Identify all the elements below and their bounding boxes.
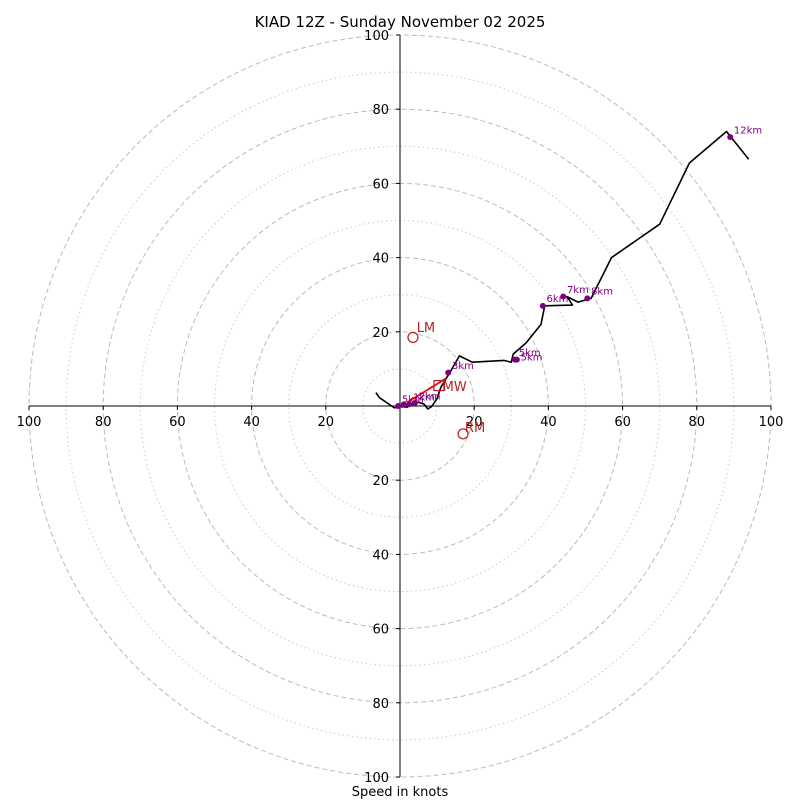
x-axis-label: Speed in knots — [352, 785, 449, 800]
storm-marker-mw — [433, 379, 445, 392]
storm-marker-rm — [457, 428, 469, 440]
tick-label-up: 100 — [364, 29, 389, 44]
storm-motion-markers: LM RM MW — [407, 321, 485, 440]
height-marker-dot — [400, 401, 407, 408]
tick-label-down: 20 — [372, 474, 389, 489]
height-marker-dot — [560, 293, 567, 300]
tick-label-left: 100 — [17, 415, 42, 430]
height-marker-dot — [539, 302, 546, 309]
height-marker-label: 5km — [402, 394, 424, 405]
height-marker-dot — [411, 400, 418, 407]
height-marker-dot — [513, 356, 520, 363]
tick-label-up: 20 — [372, 326, 389, 341]
height-marker-dot — [406, 401, 413, 408]
shear-vector — [406, 377, 447, 404]
tick-label-right: 40 — [540, 415, 557, 430]
chart-title: KIAD 12Z - Sunday November 02 2025 — [255, 13, 546, 31]
storm-label-rm: RM — [465, 421, 485, 436]
tick-label-left: 60 — [169, 415, 186, 430]
tick-label-left: 20 — [318, 415, 335, 430]
storm-label-lm: LM — [417, 321, 435, 336]
tick-labels: 20 40 60 80 100 20 40 60 80 100 20 40 60 80 100 20 40 60 8… — [17, 29, 784, 786]
tick-label-up: 40 — [372, 252, 389, 267]
height-marker-label: 1km — [413, 392, 435, 403]
height-marker-dot — [395, 403, 402, 409]
height-marker-dot — [727, 134, 734, 141]
tick-label-down: 60 — [372, 623, 389, 638]
tick-label-right: 60 — [614, 415, 631, 430]
tick-label-down: 40 — [372, 548, 389, 563]
height-marker-label: 6km — [547, 294, 569, 305]
height-marker-label: 7km — [567, 285, 589, 296]
storm-label-mw: MW — [443, 380, 467, 395]
height-marker-label: 3km — [452, 361, 474, 372]
height-marker-label: 5km — [521, 353, 543, 364]
tick-label-right: 100 — [759, 415, 784, 430]
tick-label-down: 80 — [372, 697, 389, 712]
height-marker-label: 8km — [591, 287, 613, 298]
height-marker-label: 5km — [519, 348, 541, 359]
height-marker-label: 12km — [734, 125, 762, 136]
tick-label-up: 80 — [372, 103, 389, 118]
tick-label-down: 100 — [364, 771, 389, 786]
tick-label-left: 80 — [95, 415, 112, 430]
storm-marker-lm — [407, 331, 419, 343]
tick-label-right: 20 — [466, 415, 483, 430]
height-marker-label: 2km — [419, 391, 441, 402]
tick-label-up: 60 — [372, 177, 389, 192]
hodograph-profile — [375, 130, 750, 410]
tick-label-right: 80 — [689, 415, 706, 430]
height-marker-dot — [584, 295, 591, 302]
height-marker-dot — [445, 369, 452, 376]
hodograph-trace — [375, 130, 750, 410]
tick-label-left: 40 — [243, 415, 260, 430]
